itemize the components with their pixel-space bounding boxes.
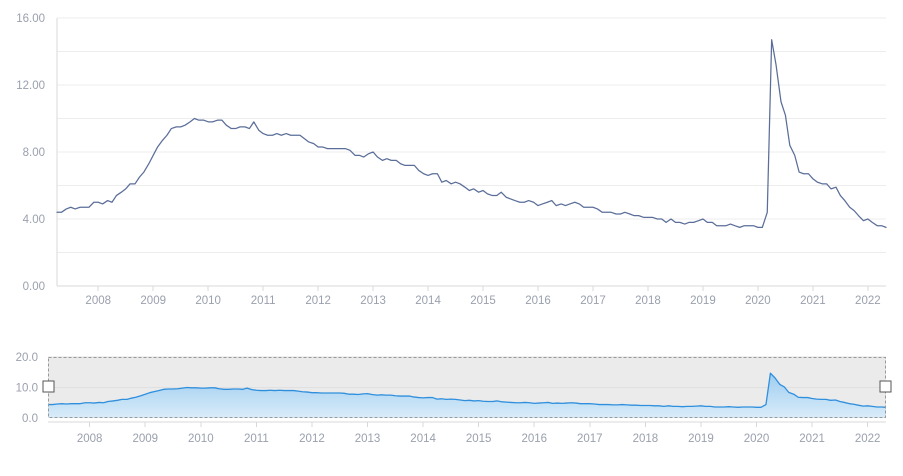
x-axis-tick-label: 2014	[415, 295, 441, 307]
main-x-axis-ticks	[97, 286, 869, 291]
y-axis-tick-label: 12.00	[16, 80, 45, 92]
navigator-x-tick-label: 2018	[633, 433, 659, 445]
navigator-x-tick-label: 2019	[688, 433, 714, 445]
x-axis-tick-label: 2013	[360, 295, 386, 307]
x-axis-tick-label: 2008	[85, 295, 111, 307]
x-axis-tick-label: 2015	[470, 295, 496, 307]
x-axis-tick-label: 2017	[580, 295, 606, 307]
navigator-x-tick-label: 2013	[355, 433, 381, 445]
main-y-axis-labels: 0.00 4.00 8.00 12.00 16.00	[16, 13, 45, 293]
navigator-x-tick-label: 2016	[521, 433, 547, 445]
y-axis-tick-label: 4.00	[23, 214, 45, 226]
x-axis-tick-label: 2019	[690, 295, 716, 307]
navigator-y-tick-label: 0.0	[22, 413, 38, 425]
navigator-y-tick-label: 10.0	[16, 383, 38, 395]
y-axis-tick-label: 0.00	[23, 281, 45, 293]
navigator-x-tick-label: 2009	[132, 433, 158, 445]
x-axis-tick-label: 2016	[525, 295, 551, 307]
navigator-y-tick-label: 20.0	[16, 352, 38, 364]
navigator-x-tick-label: 2017	[577, 433, 603, 445]
x-axis-tick-label: 2020	[745, 295, 771, 307]
navigator[interactable]: 0.0 10.0 20.0 2008 2009 2010 2011 2012 2013 2014…	[16, 352, 892, 445]
navigator-x-tick-label: 2008	[77, 433, 103, 445]
navigator-x-tick-label: 2014	[410, 433, 436, 445]
x-axis-tick-label: 2010	[195, 295, 221, 307]
x-axis-tick-label: 2018	[635, 295, 661, 307]
navigator-x-axis-ticks	[89, 422, 869, 427]
navigator-x-tick-label: 2020	[744, 433, 770, 445]
navigator-left-handle[interactable]	[42, 380, 55, 393]
navigator-x-tick-label: 2015	[466, 433, 492, 445]
x-axis-tick-label: 2012	[305, 295, 331, 307]
x-axis-tick-label: 2009	[140, 295, 166, 307]
y-axis-tick-label: 8.00	[23, 147, 45, 159]
main-x-axis-labels: 2008 2009 2010 2011 2012 2013 2014 2015 2016 2017…	[85, 295, 880, 307]
navigator-series-line	[48, 372, 887, 408]
main-gridlines	[57, 17, 886, 253]
navigator-x-tick-label: 2021	[799, 433, 825, 445]
x-axis-tick-label: 2022	[855, 295, 881, 307]
navigator-x-tick-label: 2010	[188, 433, 214, 445]
navigator-x-tick-label: 2012	[299, 433, 325, 445]
series-line-unemployment-rate	[56, 39, 887, 229]
x-axis-tick-label: 2021	[800, 295, 826, 307]
navigator-x-tick-label: 2022	[855, 433, 881, 445]
x-axis-tick-label: 2011	[251, 295, 276, 307]
navigator-x-axis-labels: 2008 2009 2010 2011 2012 2013 2014 2015 2016 2017…	[77, 433, 881, 445]
navigator-y-axis-labels: 0.0 10.0 20.0	[16, 352, 38, 425]
navigator-right-handle[interactable]	[879, 380, 892, 393]
navigator-x-tick-label: 2011	[244, 433, 269, 445]
y-axis-tick-label: 16.00	[16, 13, 45, 25]
